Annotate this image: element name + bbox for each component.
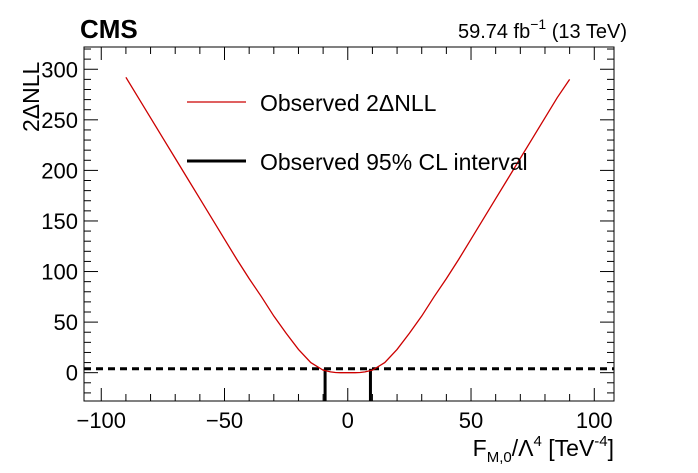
x-title-sup: 4 <box>534 433 542 450</box>
y-tick-label: 100 <box>41 260 78 285</box>
y-tick-label: 0 <box>66 361 78 386</box>
luminosity-label: 59.74 fb−1 (13 TeV) <box>458 16 627 43</box>
y-tick-label: 150 <box>41 209 78 234</box>
energy-label: (13 TeV) <box>546 21 627 43</box>
x-title-unit-sup: -4 <box>594 433 607 450</box>
legend-label-nll: Observed 2ΔNLL <box>260 90 437 116</box>
x-title-sub: M,0 <box>487 449 512 466</box>
lumi-value: 59.74 fb <box>458 21 530 43</box>
x-tick-label: 50 <box>459 408 483 433</box>
x-tick-labels: −100 −50 0 50 100 <box>76 408 612 433</box>
x-title-unit: [TeV <box>542 435 595 461</box>
nll-curve-series <box>125 77 571 374</box>
x-axis-title: FM,0/Λ4 [TeV-4] <box>473 433 614 466</box>
legend-label-interval: Observed 95% CL interval <box>260 149 528 175</box>
experiment-label: CMS <box>80 14 138 44</box>
y-tick-label: 250 <box>41 108 78 133</box>
x-tick-label: 0 <box>342 408 354 433</box>
y-tick-label: 50 <box>54 310 78 335</box>
y-tick-labels: 0 50 100 150 200 250 300 <box>41 57 78 385</box>
x-title-close: ] <box>608 435 614 461</box>
legend: Observed 2ΔNLL Observed 95% CL interval <box>187 90 528 175</box>
y-axis-title: 2ΔNLL <box>18 61 44 132</box>
y-tick-label: 300 <box>41 57 78 82</box>
x-tick-label: −50 <box>206 408 243 433</box>
y-tick-label: 200 <box>41 158 78 183</box>
x-title-mid: /Λ <box>512 435 534 461</box>
lumi-exponent: −1 <box>530 16 546 32</box>
plot-frame <box>83 46 615 402</box>
x-tick-label: −100 <box>76 408 126 433</box>
x-tick-label: 100 <box>576 408 613 433</box>
axis-ticks <box>84 47 614 401</box>
x-title-main: F <box>473 435 487 461</box>
